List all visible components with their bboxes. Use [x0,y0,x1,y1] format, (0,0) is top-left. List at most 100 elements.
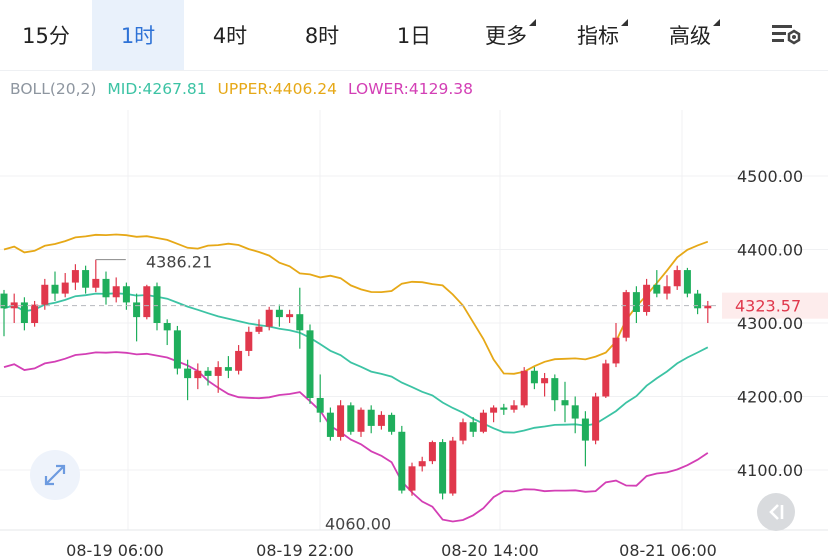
candle [51,271,59,301]
candle [581,411,589,467]
x-tick-label: 08-20 14:00 [441,541,539,558]
candle [377,411,385,430]
candle [551,374,559,412]
current-price-tag [722,292,828,319]
candle [612,323,620,368]
boll-lower-label: LOWER: [347,80,409,98]
tab-3[interactable]: 8时 [276,0,368,70]
candle [265,306,273,331]
dropdown-triangle-icon [621,19,628,26]
candle [163,319,171,346]
tab-1[interactable]: 1时 [92,0,184,70]
candle [112,277,120,303]
tab-label: 指标 [577,19,628,48]
candle [490,405,498,423]
candle [673,265,681,290]
max-price-label: 4386.21 [146,253,212,272]
boll-lower-line [3,351,709,523]
candle [653,270,661,298]
tab-7[interactable]: 高级 [644,0,736,70]
candle [143,284,151,320]
candle [530,367,538,390]
candle [10,293,18,323]
tab-2[interactable]: 4时 [184,0,276,70]
candle [296,287,304,349]
candle [388,412,396,435]
candle [602,359,610,398]
y-tick-label: 4400.00 [737,241,803,260]
candle [643,278,651,316]
candle [184,359,192,401]
candle [337,400,345,441]
dropdown-triangle-icon [713,19,720,26]
candle [683,267,691,298]
candle [398,425,406,494]
x-tick-label: 08-19 22:00 [256,541,354,558]
candle [541,372,549,397]
candle [92,259,100,293]
candle [367,405,375,434]
tab-6[interactable]: 指标 [552,0,644,70]
candle [510,400,518,413]
y-tick-label: 4300.00 [737,314,803,333]
tab-label: 1时 [120,24,156,48]
candle [520,367,528,408]
tab-4[interactable]: 1日 [368,0,460,70]
expand-icon [44,464,66,486]
scroll-to-latest-button[interactable] [757,493,795,531]
candle [571,396,579,434]
tab-label: 高级 [669,19,720,48]
candle [214,361,222,393]
x-tick-label: 08-19 06:00 [66,541,164,558]
candle [153,282,161,331]
candle [306,324,314,404]
candle [71,264,79,290]
candle [133,293,141,342]
candle [326,407,334,441]
y-tick-label: 4200.00 [737,388,803,407]
candle [347,402,355,435]
candle [245,326,253,357]
candle [82,265,90,294]
boll-upper-value: 4406.24 [272,80,338,98]
candle [41,278,49,310]
candle [622,289,630,342]
candle [479,409,487,434]
boll-indicator-legend: BOLL(20,2) MID:4267.81 UPPER:4406.24 LOW… [10,80,473,98]
candle [459,418,467,445]
candle [255,319,263,335]
timeframe-tab-bar: 15分 1时 4时 8时 1日 更多 指标 高级 [0,0,828,71]
chart-settings-button[interactable] [768,20,804,50]
candle [408,462,416,496]
tab-0[interactable]: 15分 [0,0,92,70]
candle [428,440,436,465]
y-tick-label: 4100.00 [737,461,803,480]
y-tick-label: 4500.00 [737,167,803,186]
candle [0,289,8,337]
candle [561,381,569,423]
tab-label: 更多 [485,19,536,48]
candle [704,300,712,323]
scroll-latest-icon [769,504,784,520]
candle [194,363,202,390]
boll-mid-label: MID: [107,80,143,98]
boll-mid-line [3,292,709,434]
candle [102,271,110,305]
candle [204,367,212,386]
candle [173,325,181,375]
chart-settings-icon [772,25,801,45]
boll-mid-value: 4267.81 [142,80,207,98]
candle [286,309,294,323]
tab-5[interactable]: 更多 [460,0,552,70]
candle [357,407,365,437]
tab-label: 15分 [22,24,70,48]
candlestick-chart[interactable]: 4323.57 4500.00 4400.00 4300.00 4200.00 4100.… [0,110,828,558]
candle [439,439,447,500]
min-price-label: 4060.00 [325,514,391,533]
candle [449,436,457,496]
candle [663,275,671,300]
expand-chart-button[interactable] [30,450,80,500]
candle [61,273,69,298]
tab-label: 1日 [396,24,432,48]
candle [224,356,232,379]
